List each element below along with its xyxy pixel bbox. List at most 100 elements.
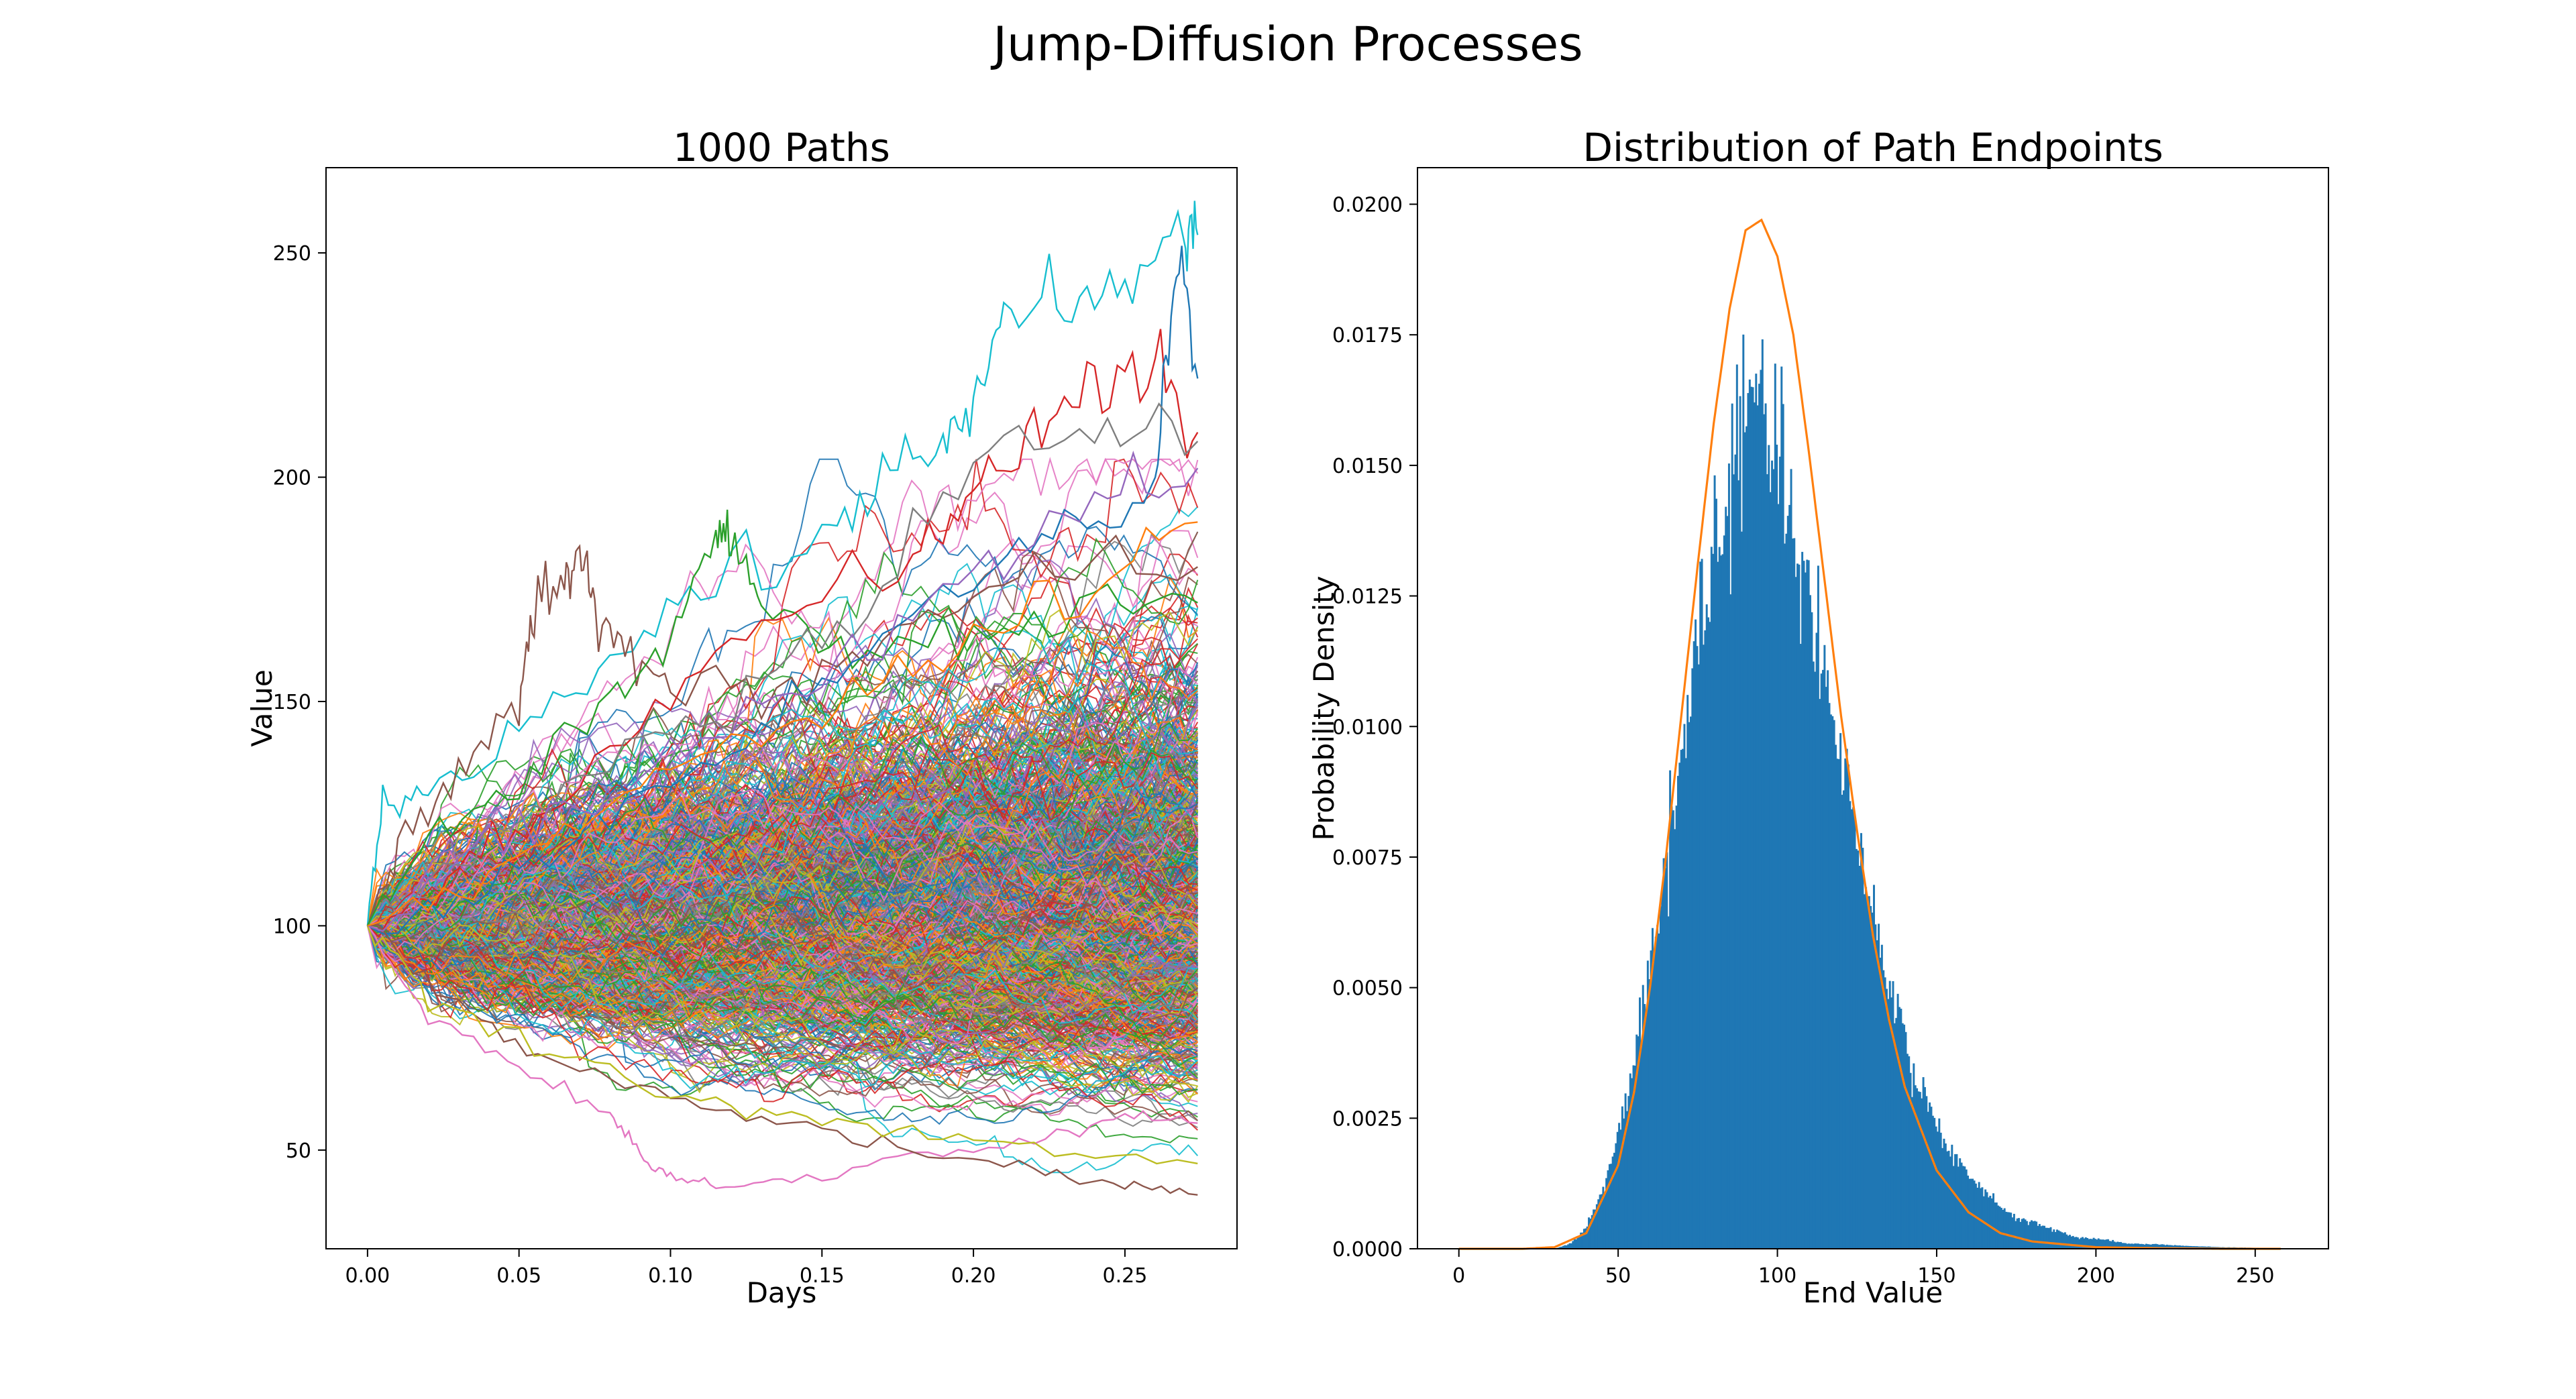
histogram-bar xyxy=(2143,1244,2146,1249)
histogram-bar xyxy=(1686,695,1689,1249)
sample-path-line xyxy=(367,770,1198,946)
histogram-bar xyxy=(2164,1245,2167,1249)
histogram-bar xyxy=(1790,469,1792,1249)
histogram-bar xyxy=(2129,1243,2132,1249)
histogram-bar xyxy=(1746,426,1748,1249)
histogram-bar xyxy=(1560,1246,1563,1249)
histogram-bar xyxy=(1632,1065,1635,1249)
y-tick-label: 200 xyxy=(273,467,311,490)
histogram-bar xyxy=(1764,403,1767,1249)
histogram-bar xyxy=(1776,445,1778,1249)
histogram-bar xyxy=(1785,533,1788,1249)
histogram-bar xyxy=(1743,432,1746,1249)
sample-path-line xyxy=(367,912,1198,1093)
histogram-bar xyxy=(1793,538,1796,1249)
histogram-bar xyxy=(2025,1221,2028,1249)
histogram-bar xyxy=(2182,1245,2184,1249)
histogram-bar xyxy=(1941,1148,1944,1249)
histogram-bar xyxy=(2092,1237,2095,1249)
histogram-bar xyxy=(2105,1239,2108,1249)
histogram-bar xyxy=(1777,504,1780,1249)
histogram-bar xyxy=(2116,1241,2119,1249)
histogram-bar xyxy=(1626,1111,1628,1249)
histogram-bar xyxy=(2056,1229,2058,1249)
histogram-bar xyxy=(1906,1054,1909,1249)
histogram-bar xyxy=(1562,1245,1565,1249)
histogram-bar xyxy=(1833,720,1835,1249)
histogram-bar xyxy=(1882,970,1885,1249)
histogram-bar xyxy=(1662,858,1665,1249)
histogram-bar xyxy=(2031,1220,2033,1249)
x-tick-label: 250 xyxy=(2236,1264,2274,1288)
histogram-bar xyxy=(1871,912,1874,1249)
sample-path-line xyxy=(367,677,1198,954)
histogram-bar xyxy=(1844,758,1847,1249)
histogram-bar xyxy=(1870,905,1872,1249)
histogram-bar xyxy=(2113,1241,2116,1249)
histogram-bar xyxy=(1860,833,1862,1249)
sample-path-line xyxy=(366,912,1198,1014)
histogram-bar xyxy=(1960,1162,1963,1249)
histogram-bar xyxy=(1811,612,1813,1249)
histogram-bar xyxy=(1946,1151,1949,1249)
histogram-bar xyxy=(2003,1208,2006,1249)
histogram-bar xyxy=(1653,950,1656,1249)
histogram-bar xyxy=(1962,1166,1964,1249)
histogram-bar xyxy=(2107,1239,2109,1249)
histogram-bar xyxy=(2156,1244,2159,1249)
histogram-bar xyxy=(1652,928,1654,1249)
histogram-bar xyxy=(1710,547,1713,1249)
histogram-bar xyxy=(2043,1225,2045,1249)
histogram-bar xyxy=(2027,1225,2030,1249)
histogram-bar xyxy=(1602,1186,1605,1249)
histogram-bar xyxy=(1737,480,1740,1249)
sample-path-line xyxy=(367,925,1198,1033)
histogram-bar xyxy=(1827,670,1829,1249)
sample-path-line xyxy=(367,818,1199,1000)
histogram-bar xyxy=(1893,1023,1896,1249)
sample-path-line xyxy=(367,922,1199,1019)
histogram-bar xyxy=(1803,561,1805,1249)
y-tick-label: 150 xyxy=(273,691,311,714)
histogram-bar xyxy=(2040,1226,2043,1249)
sample-path-line xyxy=(367,705,1199,927)
y-tick-label: 0.0150 xyxy=(1332,455,1403,478)
histogram-bar xyxy=(1927,1111,1929,1249)
histogram-bar xyxy=(1707,617,1710,1249)
histogram-bar xyxy=(1709,622,1711,1249)
histogram-bar xyxy=(1949,1156,1951,1249)
density-curve-line xyxy=(1458,218,2281,1250)
histogram-bar xyxy=(1809,595,1811,1249)
histogram-bar xyxy=(1978,1182,1980,1249)
histogram-bar xyxy=(2069,1235,2071,1249)
histogram-bar xyxy=(1951,1144,1953,1249)
histogram-bar xyxy=(1733,474,1735,1249)
histogram-bar xyxy=(1761,339,1764,1249)
x-tick-label: 0.05 xyxy=(496,1264,541,1288)
histogram-bar xyxy=(1938,1118,1941,1249)
histogram-bar xyxy=(1998,1206,2001,1249)
paths-ticks: 0.00 0.05 0.10 0.15 0.20 0.25 50 100 150 200 250 xyxy=(273,242,1148,1288)
histogram-bar xyxy=(1608,1164,1611,1249)
histogram-bar xyxy=(1640,1040,1643,1249)
histogram-bar xyxy=(1955,1154,1958,1249)
histogram-bar xyxy=(2021,1219,2023,1249)
histogram-bar xyxy=(2045,1227,2047,1249)
histogram-bar xyxy=(1664,868,1666,1249)
histogram-bar xyxy=(1930,1107,1933,1249)
sample-path-line xyxy=(367,925,1199,1066)
histogram-bar xyxy=(1815,632,1818,1249)
histogram-bar xyxy=(2174,1245,2176,1249)
histogram-bar xyxy=(2169,1245,2171,1249)
histogram-bar xyxy=(1618,1123,1621,1249)
histogram-bar xyxy=(2024,1219,2027,1249)
highlighted-path-line xyxy=(367,521,1198,927)
x-tick-label: 50 xyxy=(1605,1264,1631,1288)
histogram-bar xyxy=(1683,724,1686,1249)
histogram-bar xyxy=(1774,363,1776,1249)
sample-path-line xyxy=(367,858,1198,983)
histogram-bar xyxy=(1597,1199,1600,1249)
histogram-bar xyxy=(1624,1093,1627,1249)
histogram-bar xyxy=(1766,474,1768,1249)
histogram-bar xyxy=(2102,1239,2104,1249)
